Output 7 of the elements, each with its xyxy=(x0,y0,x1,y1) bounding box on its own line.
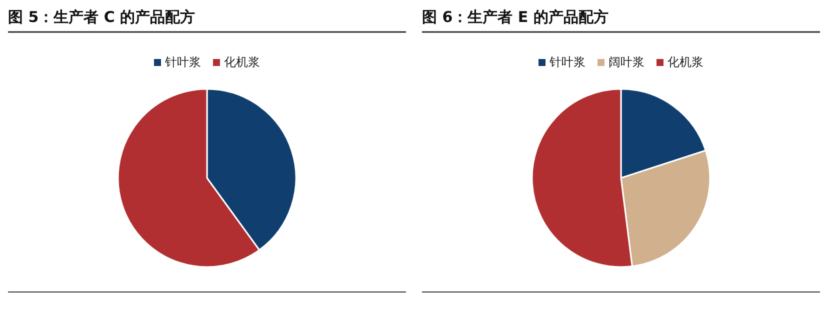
chart-title: 图 5：生产者 C 的产品配方 xyxy=(8,8,196,26)
legend-label: 针叶浆 xyxy=(548,55,586,69)
legend-label: 化机浆 xyxy=(224,55,260,69)
legend-label: 化机浆 xyxy=(668,55,704,69)
chart-title: 图 6：生产者 E 的产品配方 xyxy=(422,8,608,26)
legend-label: 针叶浆 xyxy=(164,55,201,69)
legend-label: 阔叶浆 xyxy=(608,55,644,69)
